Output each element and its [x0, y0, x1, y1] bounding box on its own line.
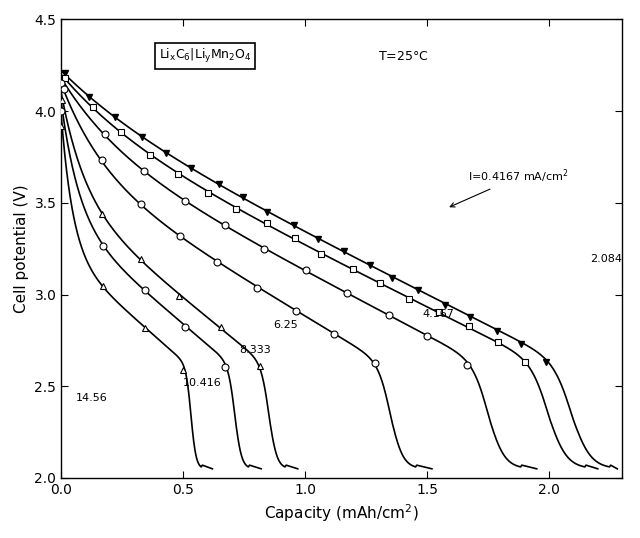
Text: 14.56: 14.56 — [76, 393, 108, 403]
Text: 6.25: 6.25 — [273, 320, 298, 330]
Text: 2.084: 2.084 — [591, 253, 623, 264]
X-axis label: Capacity (mAh/cm$^2$): Capacity (mAh/cm$^2$) — [264, 502, 419, 524]
Text: T=25$\degree$C: T=25$\degree$C — [378, 49, 429, 62]
Y-axis label: Cell potential (V): Cell potential (V) — [14, 185, 29, 313]
Text: 8.333: 8.333 — [239, 345, 271, 355]
Text: I=0.4167 mA/cm$^2$: I=0.4167 mA/cm$^2$ — [450, 168, 569, 207]
Text: $\rm Li_xC_6|Li_yMn_2O_4$: $\rm Li_xC_6|Li_yMn_2O_4$ — [159, 47, 252, 65]
Text: 4.167: 4.167 — [422, 309, 454, 318]
Text: 10.416: 10.416 — [183, 378, 222, 388]
